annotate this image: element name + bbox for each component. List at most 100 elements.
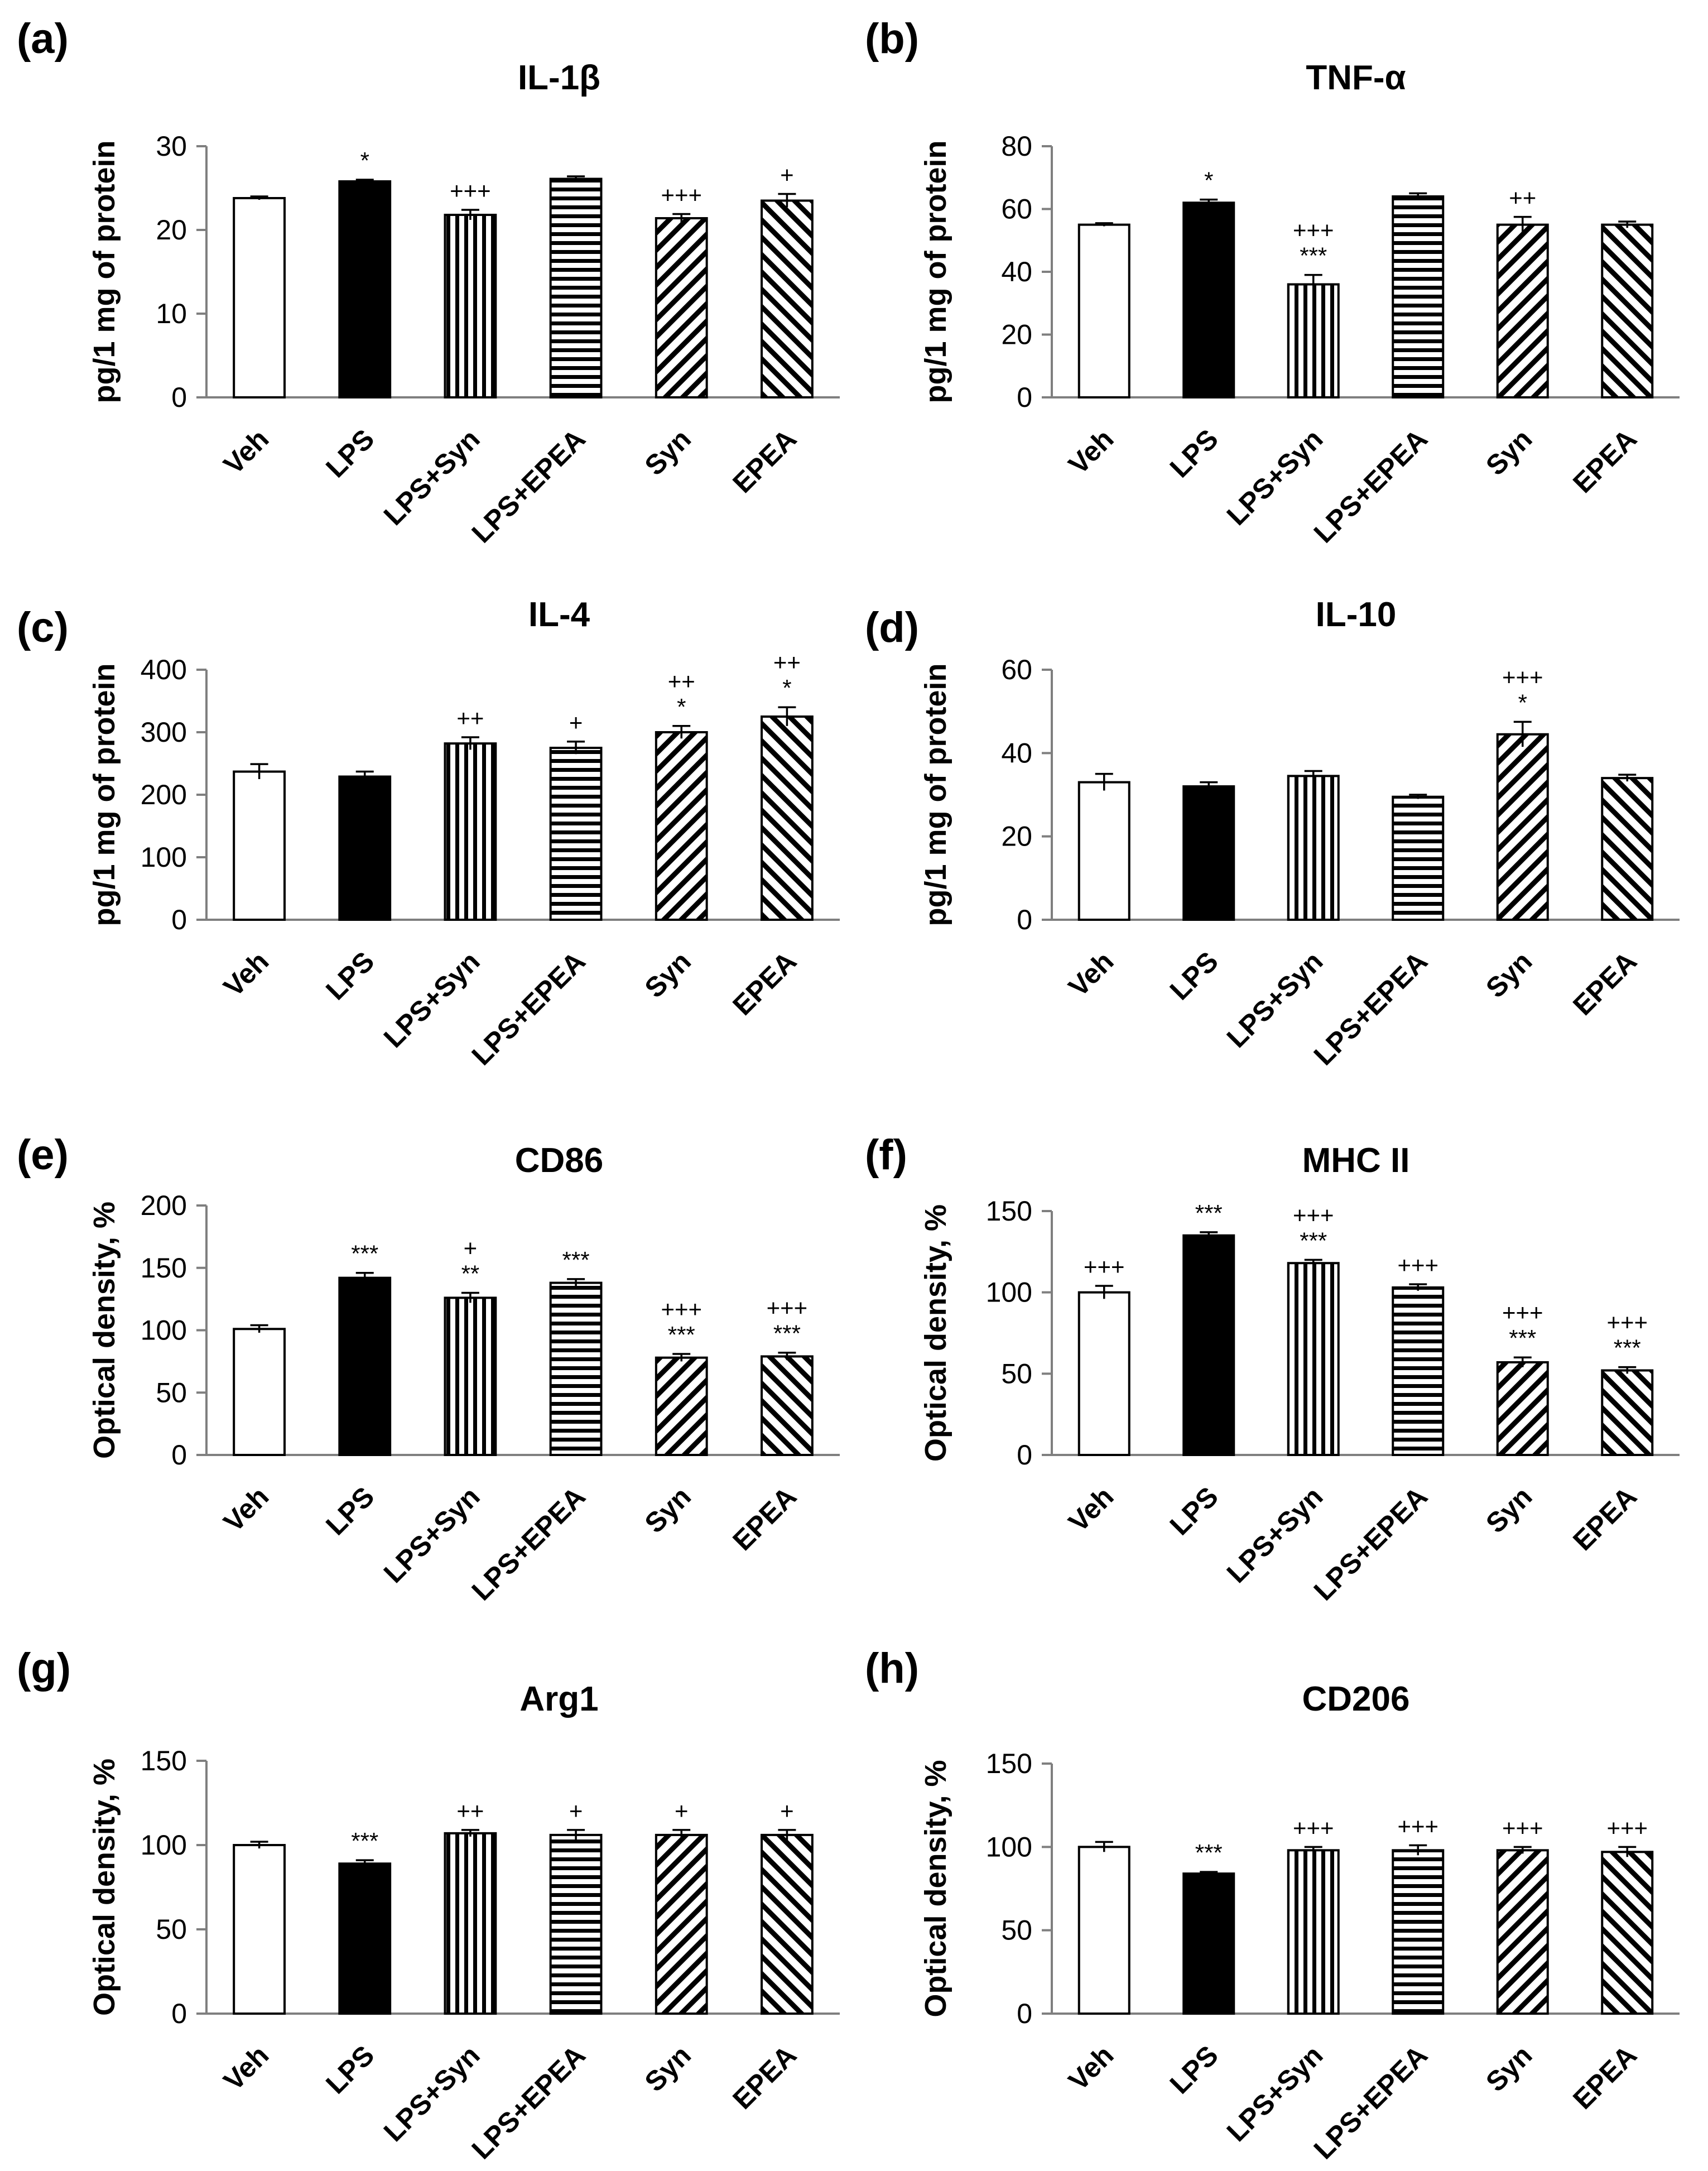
bar-veh bbox=[1077, 781, 1130, 921]
bar-syn bbox=[655, 1356, 708, 1456]
significance-marker: *** bbox=[351, 1828, 378, 1854]
significance-marker: +++ bbox=[661, 182, 702, 208]
bar-lps bbox=[1182, 785, 1235, 921]
x-tick-label: LPS+Syn bbox=[1221, 945, 1329, 1054]
y-tick-label: 40 bbox=[1001, 256, 1032, 287]
x-tick-label: LPS+Syn bbox=[1221, 2039, 1329, 2148]
x-tick-label: LPS bbox=[320, 945, 380, 1006]
x-tick-label: Syn bbox=[639, 423, 697, 481]
significance-marker: *** bbox=[1614, 1335, 1641, 1361]
y-tick-label: 60 bbox=[1001, 194, 1032, 225]
x-tick-label: LPS+EPEA bbox=[466, 1481, 591, 1606]
bar-lps bbox=[1182, 1872, 1235, 2015]
significance-marker: ** bbox=[461, 1260, 480, 1286]
significance-marker: *** bbox=[668, 1322, 695, 1348]
bar-lps-epea bbox=[549, 177, 603, 398]
chart-panel-h: (h) CD206 Optical density, % 0 50 100 150 Veh **… bbox=[865, 1645, 1680, 2165]
panel-letter: (h) bbox=[865, 1645, 919, 1692]
x-tick-label: LPS+Syn bbox=[378, 945, 486, 1054]
x-tick-label: Syn bbox=[639, 1481, 697, 1539]
significance-marker: * bbox=[677, 694, 686, 720]
y-tick-label: 40 bbox=[1001, 737, 1032, 769]
bar-epea bbox=[1601, 1369, 1654, 1456]
y-tick-label: 100 bbox=[986, 1277, 1032, 1308]
y-tick-label: 50 bbox=[1001, 1358, 1032, 1389]
x-tick-label: Syn bbox=[1480, 945, 1538, 1003]
bar-lps-syn bbox=[1287, 775, 1340, 921]
significance-marker: *** bbox=[562, 1247, 590, 1273]
significance-marker: +++ bbox=[1293, 1202, 1334, 1228]
y-tick-label: 60 bbox=[1001, 654, 1032, 685]
significance-marker: + bbox=[780, 162, 794, 188]
y-tick-label: 0 bbox=[171, 904, 187, 935]
x-tick-label: EPEA bbox=[1567, 945, 1643, 1021]
y-axis-label: pg/1 mg of protein bbox=[88, 141, 121, 404]
chart-title: IL-10 bbox=[1316, 595, 1397, 634]
bar-epea bbox=[761, 199, 814, 398]
significance-marker: *** bbox=[1195, 1839, 1223, 1866]
y-tick-label: 30 bbox=[156, 131, 187, 162]
bar-epea bbox=[1601, 223, 1654, 398]
x-tick-label: Veh bbox=[1062, 423, 1119, 480]
significance-marker: +++ bbox=[1293, 217, 1334, 243]
bar-epea bbox=[761, 715, 814, 921]
bar-lps-syn bbox=[444, 214, 497, 398]
chart-title: IL-4 bbox=[528, 595, 590, 634]
panel-letter: (a) bbox=[17, 15, 69, 63]
y-tick-label: 0 bbox=[1017, 904, 1032, 935]
x-tick-label: EPEA bbox=[1567, 1481, 1643, 1557]
significance-marker: + bbox=[675, 1798, 689, 1824]
y-tick-label: 0 bbox=[1017, 1439, 1032, 1471]
bar-lps bbox=[338, 1862, 392, 2015]
chart-title: Arg1 bbox=[519, 1680, 598, 1718]
significance-marker: + bbox=[569, 1798, 583, 1824]
bar-lps bbox=[338, 1276, 392, 1456]
bar-epea bbox=[761, 1355, 814, 1457]
y-axis-label: pg/1 mg of protein bbox=[919, 664, 952, 926]
y-axis-label: pg/1 mg of protein bbox=[919, 141, 952, 404]
significance-marker: ++ bbox=[773, 649, 801, 675]
bar-veh bbox=[1077, 1291, 1130, 1457]
panel-letter: (d) bbox=[865, 604, 919, 651]
panel-letter: (e) bbox=[17, 1131, 69, 1179]
x-tick-label: EPEA bbox=[726, 423, 802, 499]
y-tick-label: 150 bbox=[141, 1252, 187, 1284]
y-tick-label: 150 bbox=[141, 1745, 187, 1776]
x-tick-label: EPEA bbox=[726, 945, 802, 1021]
bar-lps-epea bbox=[1392, 195, 1445, 398]
x-tick-label: EPEA bbox=[1567, 423, 1643, 499]
significance-marker: *** bbox=[1300, 1227, 1327, 1253]
y-tick-label: 0 bbox=[171, 382, 187, 413]
x-tick-label: Syn bbox=[1480, 1481, 1538, 1539]
y-tick-label: 10 bbox=[156, 298, 187, 329]
bar-lps-syn bbox=[444, 1832, 497, 2015]
bar-lps bbox=[338, 775, 392, 921]
y-tick-label: 300 bbox=[141, 717, 187, 748]
x-tick-label: Veh bbox=[1062, 1481, 1119, 1538]
bar-syn bbox=[1496, 733, 1549, 921]
bar-epea bbox=[761, 1833, 814, 2015]
y-tick-label: 100 bbox=[141, 1829, 187, 1861]
significance-marker: +++ bbox=[1293, 1814, 1334, 1841]
x-tick-label: LPS+Syn bbox=[378, 2039, 486, 2148]
significance-marker: +++ bbox=[1606, 1814, 1648, 1841]
y-tick-label: 20 bbox=[1001, 821, 1032, 852]
y-tick-label: 20 bbox=[1001, 319, 1032, 350]
bar-lps-epea bbox=[549, 1281, 603, 1457]
bar-lps-syn bbox=[444, 1296, 497, 1456]
bar-lps-epea bbox=[549, 747, 603, 921]
panel-letter: (b) bbox=[865, 15, 919, 63]
significance-marker: +++ bbox=[1502, 1814, 1543, 1841]
x-tick-label: LPS bbox=[320, 1481, 380, 1541]
y-tick-label: 100 bbox=[141, 842, 187, 873]
bar-veh bbox=[233, 770, 286, 921]
y-tick-label: 20 bbox=[156, 214, 187, 246]
x-tick-label: Veh bbox=[1062, 2039, 1119, 2096]
significance-marker: ++ bbox=[456, 705, 484, 731]
x-tick-label: LPS bbox=[1164, 1481, 1224, 1541]
y-axis-label: pg/1 mg of protein bbox=[88, 664, 121, 926]
x-tick-label: LPS+EPEA bbox=[1308, 1481, 1433, 1606]
x-tick-label: Veh bbox=[218, 945, 275, 1002]
